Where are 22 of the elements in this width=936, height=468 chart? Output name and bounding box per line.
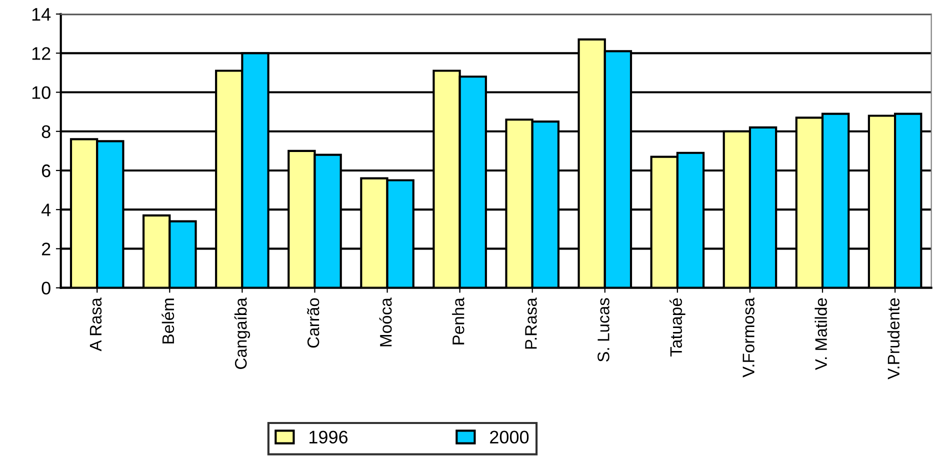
y-tick-label: 0: [42, 282, 50, 295]
y-tick-label: 4: [41, 204, 51, 216]
y-tick-label: 6: [42, 164, 50, 178]
x-tick-label: Penha: [452, 298, 464, 344]
x-tick-label: V.Formosa: [742, 298, 754, 378]
legend-label: 2000: [490, 430, 529, 444]
y-tick-label: 2: [42, 242, 50, 256]
x-tick-label: V. Matilde: [814, 298, 827, 370]
x-tick-label: Tatuapé: [670, 298, 686, 356]
x-tick-label: A Rasa: [90, 298, 102, 352]
y-tick-label: 8: [42, 125, 50, 138]
y-tick-label: 12: [32, 47, 50, 60]
x-tick-label: Carrão: [307, 298, 320, 348]
x-tick-label: Belém: [162, 298, 174, 344]
x-tick-label: P.Rasa: [525, 298, 537, 349]
x-tick-label: S. Lucas: [598, 298, 610, 362]
x-tick-label: Cangaíba: [234, 298, 250, 369]
y-tick-label: 10: [32, 86, 50, 99]
legend-label: 1996: [310, 430, 348, 444]
y-tick-label: 14: [32, 8, 51, 21]
x-tick-label: V.Prudente: [887, 298, 900, 380]
x-tick-label: Moóca: [379, 298, 392, 346]
